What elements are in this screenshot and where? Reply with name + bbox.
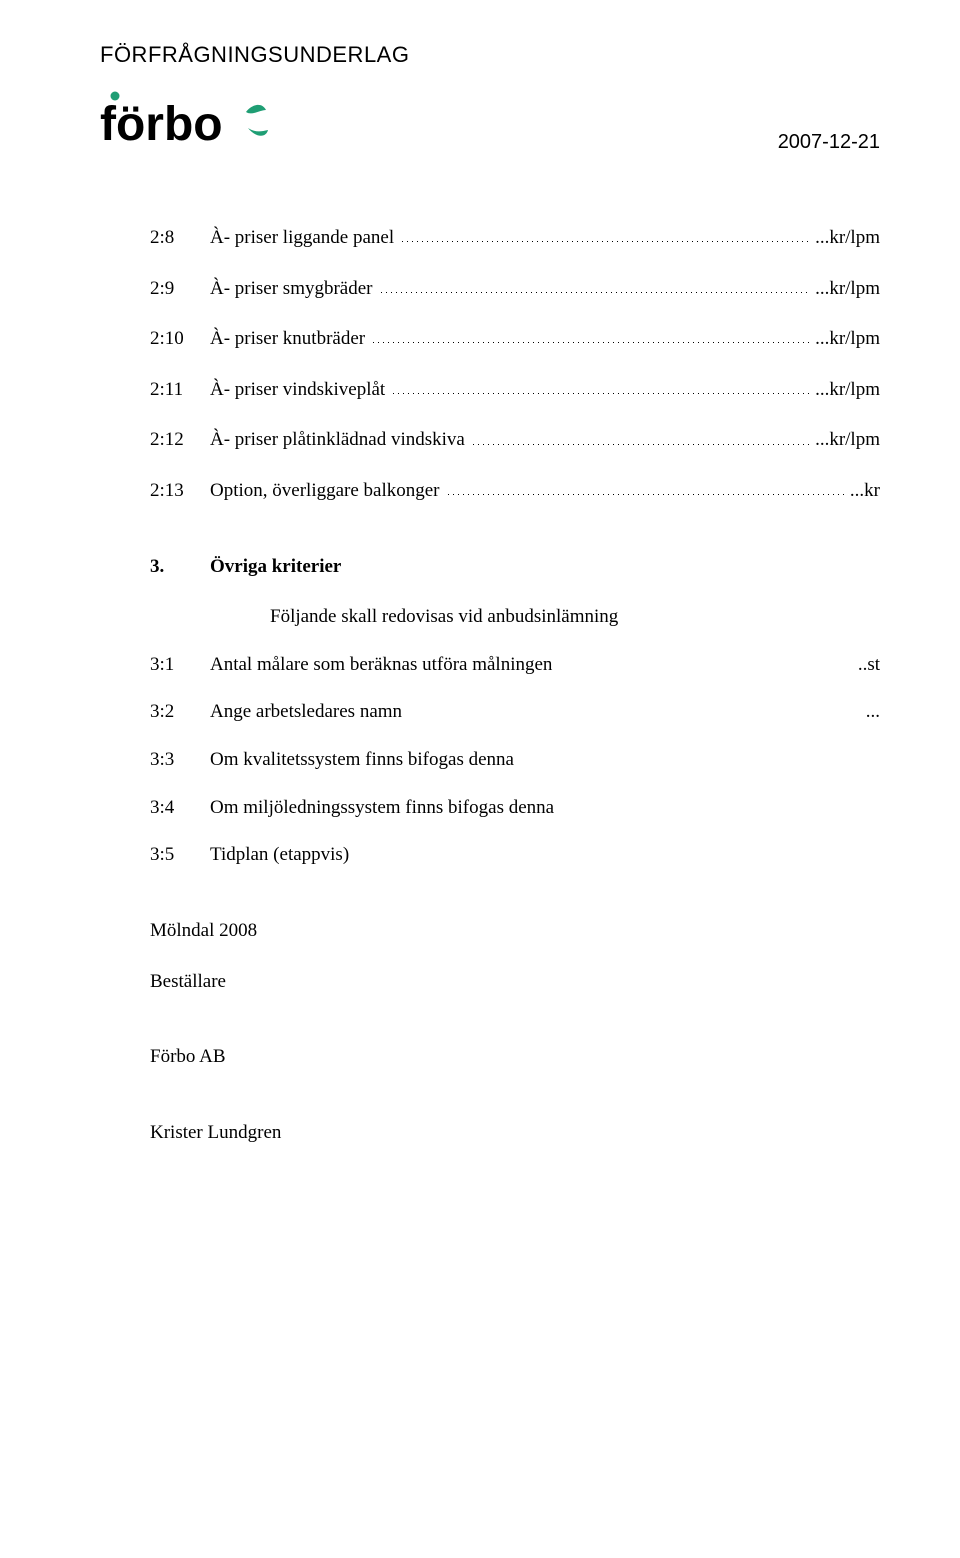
dotted-leader	[394, 222, 815, 243]
dotted-leader	[465, 424, 815, 445]
row-desc: Option, överliggare balkonger	[210, 478, 440, 504]
row-num: 2:10	[150, 326, 210, 352]
row-num: 3:1	[150, 652, 210, 678]
row-desc: Om miljöledningssystem finns bifogas den…	[210, 795, 554, 821]
section3-heading: 3. Övriga kriterier	[150, 554, 880, 580]
price-row: 2:8 À- priser liggande panel ...kr/lpm	[150, 222, 880, 251]
criteria-row: 3:3 Om kvalitetssystem finns bifogas den…	[150, 747, 880, 773]
section3-num: 3.	[150, 554, 210, 580]
row-desc: À- priser knutbräder	[210, 326, 365, 352]
price-row: 2:13 Option, överliggare balkonger ...kr	[150, 475, 880, 504]
row-unit: ...kr/lpm	[815, 276, 880, 302]
row-unit: ...kr/lpm	[815, 225, 880, 251]
criteria-row: 3:2 Ange arbetsledares namn ...	[150, 699, 880, 725]
criteria-row: 3:5 Tidplan (etappvis)	[150, 842, 880, 868]
dotted-leader	[365, 323, 815, 344]
price-row: 2:10 À- priser knutbräder ...kr/lpm	[150, 323, 880, 352]
sign-off: Mölndal 2008 Beställare Förbo AB Krister…	[150, 918, 880, 1146]
row-num: 2:9	[150, 276, 210, 302]
header-date: 2007-12-21	[778, 129, 880, 156]
row-num: 2:12	[150, 427, 210, 453]
row-num: 3:3	[150, 747, 210, 773]
dotted-leader	[440, 475, 850, 496]
row-desc: À- priser liggande panel	[210, 225, 394, 251]
row-unit: ..st	[858, 652, 880, 678]
row-desc: Tidplan (etappvis)	[210, 842, 349, 868]
row-num: 2:13	[150, 478, 210, 504]
row-unit: ...kr/lpm	[815, 377, 880, 403]
bestallare-label: Beställare	[150, 969, 880, 995]
row-num: 3:2	[150, 699, 210, 725]
place-year: Mölndal 2008	[150, 918, 257, 944]
row-desc: Om kvalitetssystem finns bifogas denna	[210, 747, 514, 773]
row-unit: ...kr/lpm	[815, 427, 880, 453]
row-unit: ...	[866, 699, 880, 725]
row-desc: Ange arbetsledares namn	[210, 699, 402, 725]
svg-text:förbo: förbo	[100, 98, 223, 151]
forbo-logo: förbo	[100, 88, 270, 168]
row-desc: Antal målare som beräknas utföra målning…	[210, 652, 552, 678]
row-num: 2:8	[150, 225, 210, 251]
price-row: 2:11 À- priser vindskiveplåt ...kr/lpm	[150, 374, 880, 403]
section3-title: Övriga kriterier	[210, 554, 341, 580]
row-unit: ...kr	[850, 478, 880, 504]
price-row: 2:9 À- priser smygbräder ...kr/lpm	[150, 273, 880, 302]
price-row: 2:12 À- priser plåtinklädnad vindskiva .…	[150, 424, 880, 453]
row-desc: À- priser vindskiveplåt	[210, 377, 385, 403]
row-desc: À- priser plåtinklädnad vindskiva	[210, 427, 465, 453]
header-row: förbo 2007-12-21	[100, 88, 880, 168]
section3-intro: Följande skall redovisas vid anbudsinläm…	[270, 604, 880, 630]
criteria-row: 3:4 Om miljöledningssystem finns bifogas…	[150, 795, 880, 821]
criteria-list: 3:1 Antal målare som beräknas utföra mål…	[150, 652, 880, 868]
row-unit: ...kr/lpm	[815, 326, 880, 352]
row-desc: À- priser smygbräder	[210, 276, 373, 302]
row-num: 3:4	[150, 795, 210, 821]
dotted-leader	[385, 374, 815, 395]
price-list: 2:8 À- priser liggande panel ...kr/lpm 2…	[150, 222, 880, 503]
dotted-leader	[373, 273, 816, 294]
place-year-line: Mölndal 2008	[150, 918, 880, 944]
doc-title: FÖRFRÅGNINGSUNDERLAG	[100, 40, 880, 70]
person-name: Krister Lundgren	[150, 1120, 880, 1146]
row-num: 2:11	[150, 377, 210, 403]
company-name: Förbo AB	[150, 1044, 880, 1070]
criteria-row: 3:1 Antal målare som beräknas utföra mål…	[150, 652, 880, 678]
page: FÖRFRÅGNINGSUNDERLAG förbo 2007-12-21 2:…	[0, 0, 960, 1558]
row-num: 3:5	[150, 842, 210, 868]
